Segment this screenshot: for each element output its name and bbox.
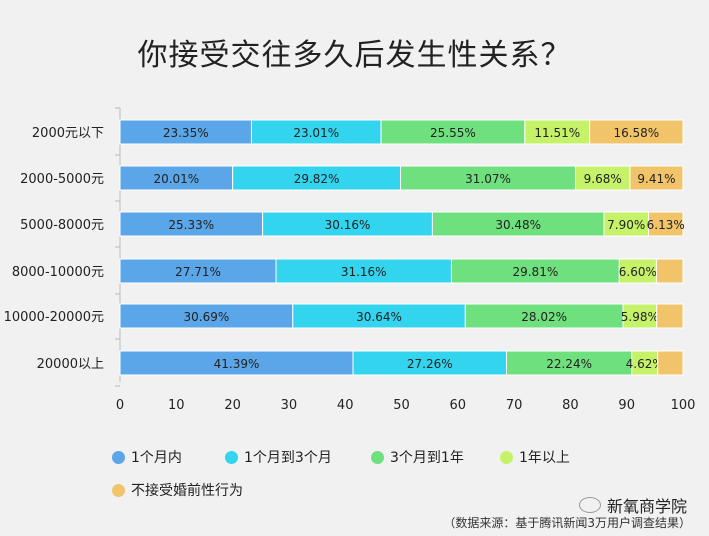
bar-segment xyxy=(622,303,658,329)
bar-segment xyxy=(589,119,684,145)
bar-segment xyxy=(631,350,659,376)
legend-item-2: 3个月到1年 xyxy=(371,447,464,467)
bar-segment xyxy=(250,119,382,145)
data-label: 30.16% xyxy=(325,218,371,232)
legend-swatch-4 xyxy=(112,483,125,497)
x-tick-label: 20 xyxy=(224,398,241,413)
category-label: 5000-8000元 xyxy=(20,218,104,233)
legend-label-4: 不接受婚前性行为 xyxy=(131,483,243,499)
data-label: 31.16% xyxy=(341,265,387,279)
bar-segment xyxy=(629,165,684,191)
data-label: 5.98% xyxy=(621,310,659,324)
bar-segment xyxy=(656,303,684,329)
bar-segment xyxy=(119,119,252,145)
category-label: 10000-20000元 xyxy=(4,310,104,325)
chart-title: 你接受交往多久后发生性关系？ xyxy=(137,38,572,73)
legend-item-1: 1个月到3个月 xyxy=(225,447,332,467)
data-label: 7.90% xyxy=(607,218,645,232)
x-tick-label: 80 xyxy=(562,398,579,413)
data-label: 9.68% xyxy=(584,172,622,186)
bar-segment xyxy=(618,258,657,284)
x-tick-label: 40 xyxy=(337,398,354,413)
legend-label-1: 1个月到3个月 xyxy=(244,450,332,466)
bar-segment xyxy=(119,258,277,284)
bar-segment xyxy=(119,350,354,376)
category-label: 8000-10000元 xyxy=(12,265,104,280)
x-tick-label: 50 xyxy=(393,398,410,413)
data-label: 9.41% xyxy=(637,172,675,186)
bar-segment xyxy=(524,119,591,145)
x-tick-label: 30 xyxy=(281,398,298,413)
legend-item-3: 1年以上 xyxy=(500,447,570,467)
bar-segment xyxy=(262,211,433,237)
brand-mark: 新氧商学院 xyxy=(578,493,687,517)
data-label: 11.51% xyxy=(534,126,580,140)
legend-item-4: 不接受婚前性行为 xyxy=(112,480,243,500)
legend-item-0: 1个月内 xyxy=(112,447,182,467)
bar-segment xyxy=(574,165,631,191)
wechat-icon xyxy=(578,497,601,513)
bar-segment xyxy=(292,303,466,329)
data-label: 25.55% xyxy=(430,126,476,140)
data-label: 30.48% xyxy=(495,218,541,232)
x-tick-label: 0 xyxy=(116,398,124,413)
data-label: 22.24% xyxy=(546,357,592,371)
data-label: 29.81% xyxy=(512,265,558,279)
data-label: 29.82% xyxy=(294,172,340,186)
bar-segment xyxy=(119,303,294,329)
data-label: 6.60% xyxy=(619,265,657,279)
data-label: 23.01% xyxy=(293,126,339,140)
category-label: 2000-5000元 xyxy=(20,172,104,187)
data-source-note: （数据来源：基于腾讯新闻3万用户调查结果） xyxy=(443,516,691,530)
legend-swatch-0 xyxy=(112,450,125,464)
x-tick-label: 60 xyxy=(450,398,467,413)
legend-label-2: 3个月到1年 xyxy=(390,450,464,466)
bar-segment xyxy=(603,211,649,237)
data-label: 4.62% xyxy=(626,357,664,371)
data-label: 30.69% xyxy=(184,310,230,324)
legend-label-0: 1个月内 xyxy=(131,450,182,466)
x-tick-label: 100 xyxy=(671,398,696,413)
bar-segment xyxy=(647,211,684,237)
bar-segment xyxy=(352,350,507,376)
x-tick-label: 70 xyxy=(506,398,523,413)
x-tick-label: 10 xyxy=(168,398,185,413)
bar-segment xyxy=(119,165,234,191)
bar-segment xyxy=(275,258,452,284)
data-label: 25.33% xyxy=(168,218,214,232)
legend-swatch-2 xyxy=(371,450,384,464)
legend-swatch-3 xyxy=(500,450,513,464)
bar-segment xyxy=(431,211,605,237)
data-label: 23.35% xyxy=(163,126,209,140)
bar-segment xyxy=(450,258,620,284)
legend-label-3: 1年以上 xyxy=(519,450,570,466)
data-label: 41.39% xyxy=(214,357,260,371)
category-label: 2000元以下 xyxy=(32,126,104,141)
bar-segment xyxy=(657,350,684,376)
data-label: 31.07% xyxy=(465,172,511,186)
data-label: 28.02% xyxy=(521,310,567,324)
bar-segment xyxy=(655,258,684,284)
x-tick-label: 90 xyxy=(618,398,635,413)
data-label: 6.13% xyxy=(647,218,685,232)
data-label: 27.71% xyxy=(175,265,221,279)
bar-segment xyxy=(232,165,402,191)
data-label: 20.01% xyxy=(153,172,199,186)
category-label: 20000以上 xyxy=(37,357,104,372)
bar-segment xyxy=(119,211,264,237)
data-label: 16.58% xyxy=(613,126,659,140)
bar-segment xyxy=(505,350,633,376)
legend-swatch-1 xyxy=(225,450,238,464)
data-label: 27.26% xyxy=(407,357,453,371)
bar-segment xyxy=(464,303,624,329)
data-label: 30.64% xyxy=(356,310,402,324)
brand-label: 新氧商学院 xyxy=(606,497,687,516)
